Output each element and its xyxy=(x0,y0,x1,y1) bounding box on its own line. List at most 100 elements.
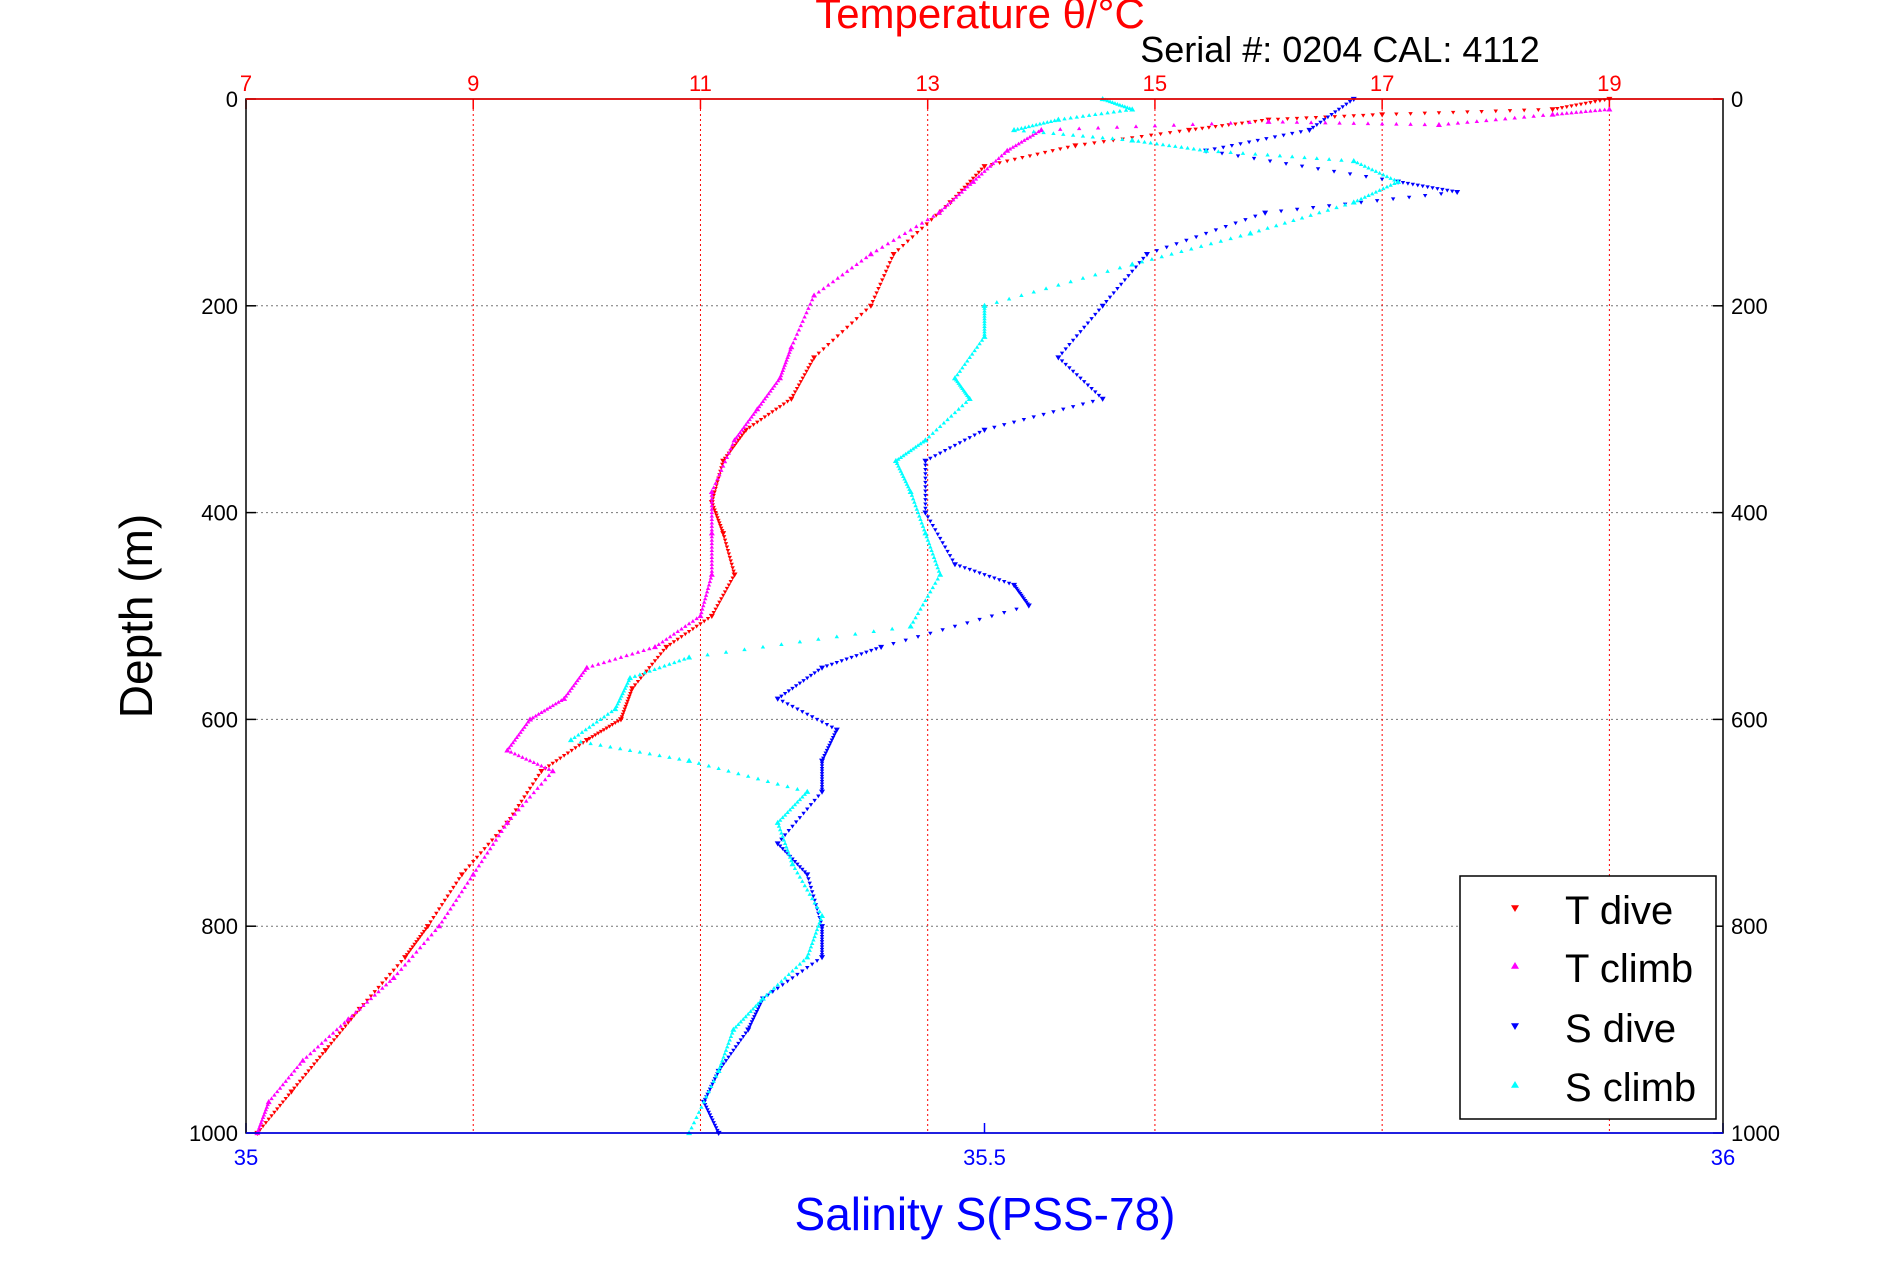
s-dive-point xyxy=(738,1038,743,1043)
x-axis-title: Salinity S(PSS-78) xyxy=(795,1188,1176,1240)
s-climb-point xyxy=(918,606,923,611)
s-dive-point xyxy=(736,1041,741,1046)
t-climb-point xyxy=(792,336,798,341)
t-climb-point xyxy=(533,713,538,718)
t-climb-point xyxy=(516,732,521,737)
t-climb-point xyxy=(749,414,754,419)
s-climb-point xyxy=(894,461,900,466)
t-climb-point xyxy=(578,673,584,677)
t-climb-point xyxy=(1574,110,1579,114)
s-climb-point xyxy=(662,663,667,668)
s-climb-point xyxy=(1115,101,1120,106)
s-dive-point xyxy=(1425,185,1430,190)
t-dive-point xyxy=(421,929,427,934)
s-climb-point xyxy=(807,948,812,952)
t-climb-point xyxy=(289,1072,294,1076)
s-climb-point xyxy=(572,735,577,740)
s-climb-point xyxy=(657,665,662,670)
t-climb-point xyxy=(635,649,641,654)
t-dive-point xyxy=(524,791,530,795)
s-dive-point xyxy=(711,1121,716,1125)
s-climb-point xyxy=(777,827,783,832)
t-climb-point xyxy=(542,708,547,713)
s-climb-point xyxy=(910,446,916,451)
s-climb-point xyxy=(617,696,623,701)
t-dive-point xyxy=(629,689,634,694)
s-dive-point xyxy=(1011,420,1017,425)
t-climb-point xyxy=(542,777,548,782)
t-climb-point xyxy=(353,1010,359,1014)
s-climb-point xyxy=(928,544,933,549)
s-climb-point xyxy=(590,722,596,727)
t-dive-point xyxy=(294,1083,300,1087)
t-climb-point xyxy=(1540,113,1546,117)
t-climb-point xyxy=(804,310,809,315)
s-climb-point xyxy=(730,1026,737,1032)
s-climb-point xyxy=(905,484,911,489)
s-dive-point xyxy=(1420,184,1425,189)
t-climb-point xyxy=(575,678,580,683)
t-climb-point xyxy=(372,992,377,997)
s-climb-point xyxy=(982,326,987,331)
s-dive-point xyxy=(819,787,825,792)
s-climb-point xyxy=(627,675,634,681)
t-dive-point xyxy=(720,529,725,533)
t-dive-point xyxy=(368,994,374,999)
t-dive-point xyxy=(404,953,410,957)
t-climb-point xyxy=(785,355,790,360)
t-dive-point xyxy=(1521,108,1527,113)
t-dive-point xyxy=(883,269,889,274)
s-climb-point xyxy=(1129,106,1136,112)
t-climb-point xyxy=(1484,118,1489,123)
t-climb-point xyxy=(399,967,404,971)
s-dive-point xyxy=(1262,210,1269,216)
t-dive-point xyxy=(337,1031,342,1036)
t-dive-point xyxy=(383,977,389,981)
s-dive-point xyxy=(819,761,825,766)
s-dive-point xyxy=(723,1059,729,1063)
t-dive-point xyxy=(546,764,552,769)
t-climb-point xyxy=(743,422,749,427)
t-climb-point xyxy=(647,646,652,651)
t-dive-point xyxy=(513,808,519,813)
s-climb-point xyxy=(933,558,938,563)
t-climb-point xyxy=(535,762,540,766)
s-dive-point xyxy=(775,986,780,991)
s-climb-point xyxy=(919,520,924,525)
s-climb-point xyxy=(1247,230,1254,236)
s-dive-point xyxy=(824,723,830,727)
s-climb-point xyxy=(1302,155,1307,160)
t-dive-point xyxy=(809,359,815,364)
s-climb-point xyxy=(814,905,820,909)
t-climb-point xyxy=(1095,125,1101,130)
s-climb-point xyxy=(907,488,914,495)
t-climb-point xyxy=(376,989,381,994)
t-dive-point xyxy=(889,256,894,261)
t-climb-point xyxy=(965,184,970,189)
s-climb-point xyxy=(729,1030,735,1035)
y-axis-title: Depth (m) xyxy=(110,514,162,718)
s-climb-point xyxy=(785,784,790,789)
s-climb-point xyxy=(1377,188,1382,192)
t-climb-point xyxy=(516,807,521,812)
s-climb-point xyxy=(898,455,904,459)
s-climb-point xyxy=(1093,112,1098,117)
t-dive-point xyxy=(607,724,612,729)
t-climb-point xyxy=(630,651,635,656)
s-climb-point xyxy=(1019,293,1024,297)
s-dive-point xyxy=(819,774,825,779)
t-dive-point xyxy=(730,566,735,570)
t-climb-point xyxy=(479,859,484,864)
depth-tick-label-right: 200 xyxy=(1731,294,1768,319)
t-climb-point xyxy=(709,496,715,501)
t-dive-point xyxy=(652,659,658,664)
t-climb-point xyxy=(522,724,527,729)
s-climb-point xyxy=(979,338,985,342)
t-dive-point xyxy=(1332,115,1338,119)
s-dive-point xyxy=(923,463,928,468)
s-dive-point xyxy=(785,702,790,707)
s-climb-point xyxy=(1358,162,1364,167)
s-dive-point xyxy=(923,489,928,494)
t-climb-point xyxy=(962,187,967,192)
t-dive-point xyxy=(334,1034,340,1039)
